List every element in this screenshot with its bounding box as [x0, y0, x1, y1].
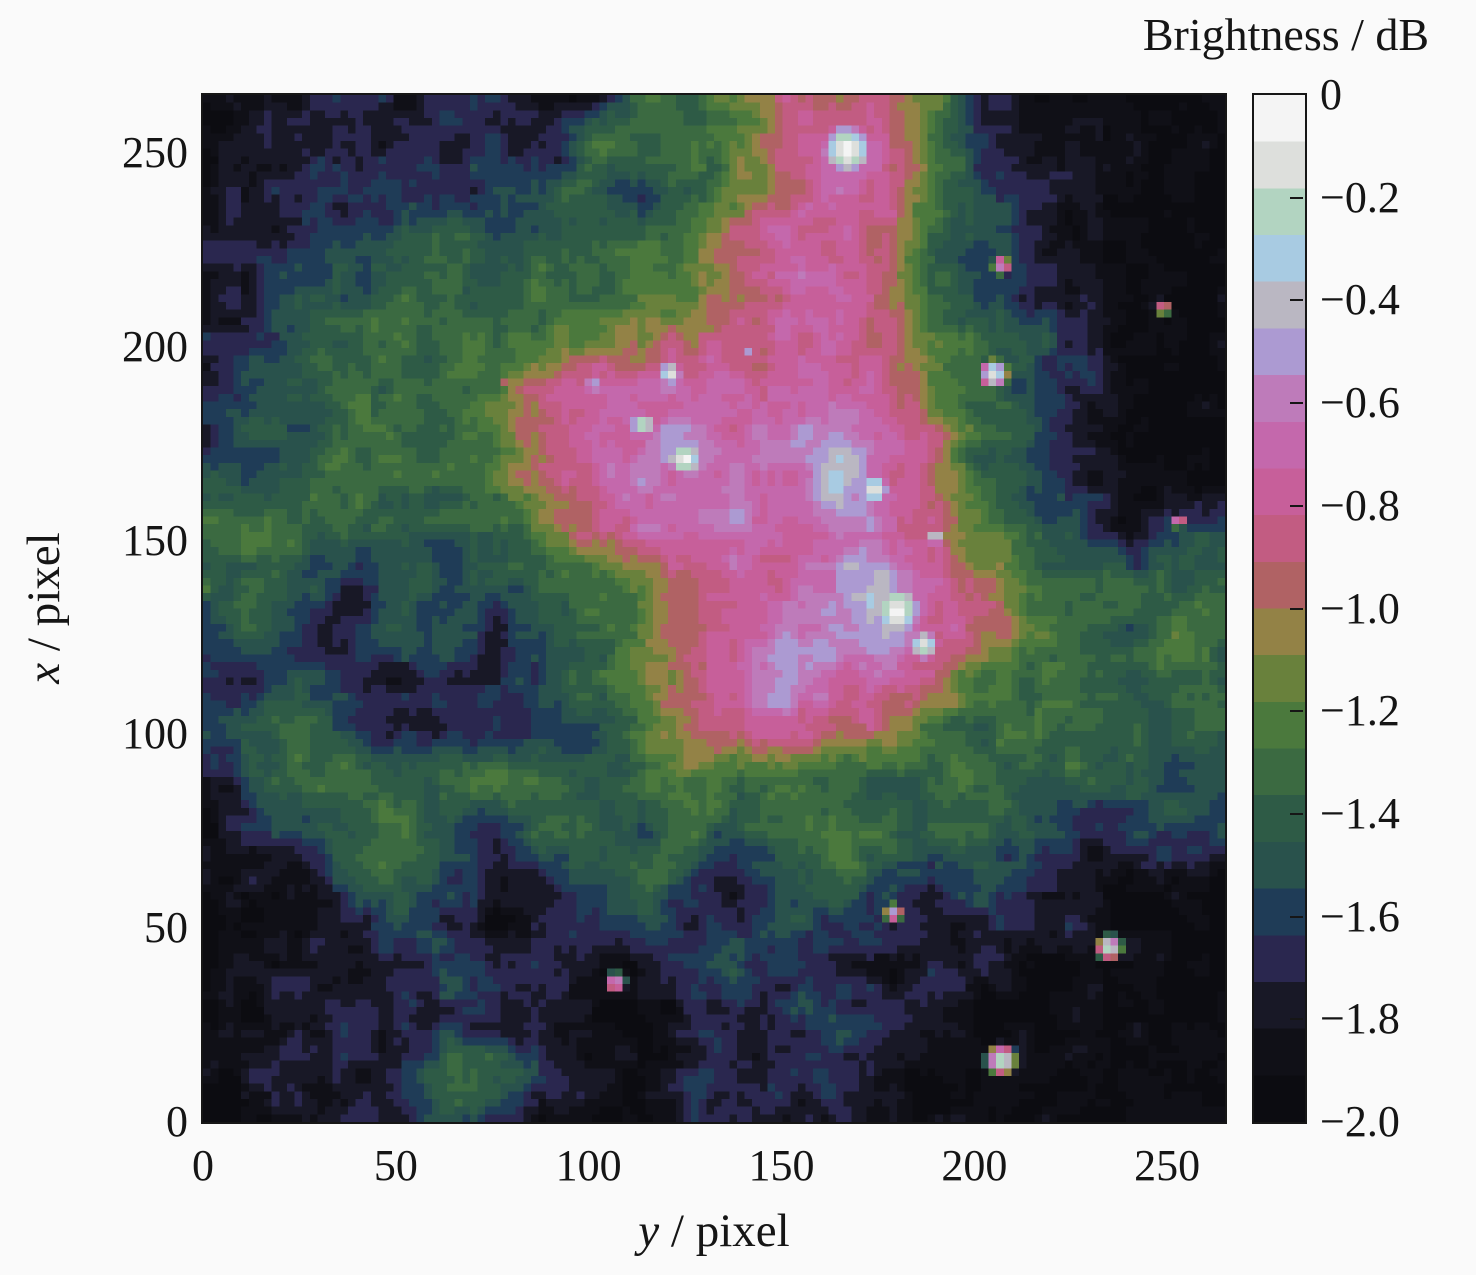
colorbar-tick-label: −2.0 — [1320, 1097, 1400, 1146]
x-tick-label: 250 — [1134, 1141, 1201, 1190]
x-axis-label-rest: / pixel — [659, 1205, 790, 1257]
x-tick-label: 0 — [192, 1141, 214, 1190]
x-axis-label-var: y — [638, 1205, 660, 1257]
colorbar-tick-label: 0 — [1320, 70, 1342, 119]
y-tick-label: 250 — [122, 128, 188, 178]
colorbar-tick-label: −1.6 — [1320, 891, 1400, 941]
colorbar-tick — [1290, 299, 1303, 302]
colorbar-tick — [1290, 504, 1303, 507]
colorbar-tick — [1290, 812, 1303, 815]
colorbar-tick-label: −1.4 — [1320, 788, 1400, 838]
colorbar-tick — [1290, 1018, 1303, 1021]
colorbar-tick — [1290, 402, 1303, 405]
colorbar-tick — [1290, 196, 1303, 199]
y-tick-label: 100 — [122, 709, 188, 759]
y-axis-label-var: x — [18, 662, 70, 684]
y-axis-label-rest: / pixel — [18, 532, 70, 663]
y-axis-label: x / pixel — [17, 408, 71, 808]
x-tick-label: 200 — [941, 1141, 1008, 1190]
heatmap-plot — [201, 93, 1227, 1124]
colorbar-tick-label: −0.4 — [1320, 275, 1400, 325]
x-tick-label: 150 — [748, 1141, 815, 1190]
heatmap-canvas — [203, 95, 1225, 1122]
colorbar-tick — [1290, 607, 1303, 610]
colorbar-tick-label: −1.0 — [1320, 583, 1400, 633]
x-axis-label: y / pixel — [514, 1204, 914, 1258]
colorbar-tick-label: −0.6 — [1320, 378, 1400, 428]
y-tick-label: 150 — [122, 515, 188, 565]
colorbar-tick — [1290, 915, 1303, 918]
y-tick-label: 200 — [122, 321, 188, 371]
x-tick-label: 50 — [373, 1141, 418, 1190]
colorbar-tick-label: −0.8 — [1320, 480, 1400, 530]
x-tick-label: 100 — [555, 1141, 622, 1190]
colorbar-tick-label: −1.8 — [1320, 994, 1400, 1044]
colorbar-tick-label: −0.2 — [1320, 172, 1400, 222]
y-tick-label: 0 — [166, 1097, 188, 1146]
colorbar-title: Brightness / dB — [1142, 9, 1430, 60]
colorbar-tick-label: −1.2 — [1320, 686, 1400, 736]
y-tick-label: 50 — [144, 903, 188, 953]
colorbar-tick — [1290, 710, 1303, 713]
